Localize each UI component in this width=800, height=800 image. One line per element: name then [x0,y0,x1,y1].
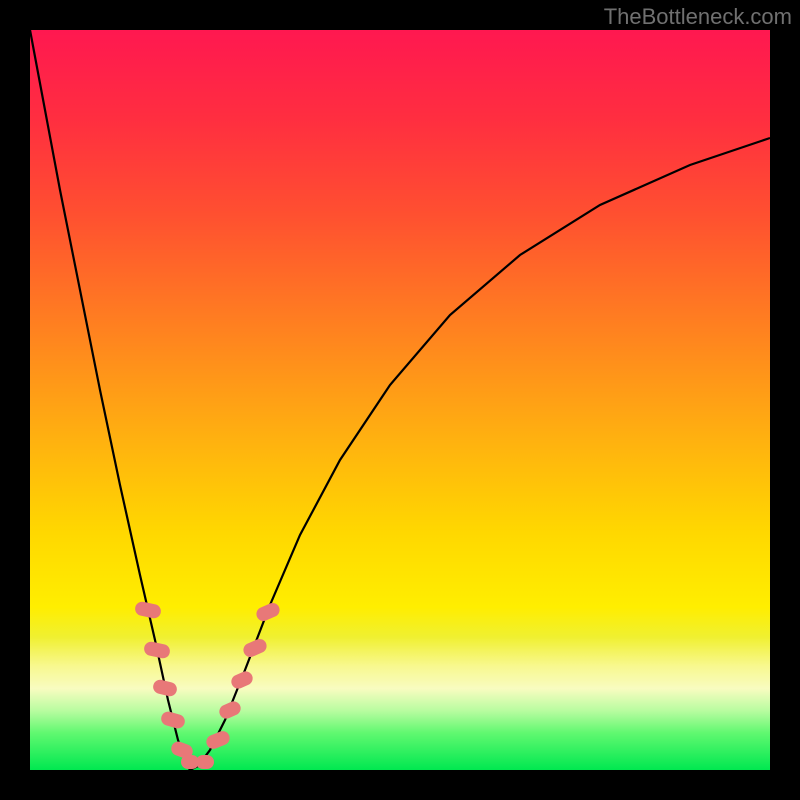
chart-svg [0,0,800,800]
curve-marker [196,755,214,769]
chart-plot-background [30,30,770,770]
watermark-text: TheBottleneck.com [604,4,792,30]
chart-container: TheBottleneck.com [0,0,800,800]
